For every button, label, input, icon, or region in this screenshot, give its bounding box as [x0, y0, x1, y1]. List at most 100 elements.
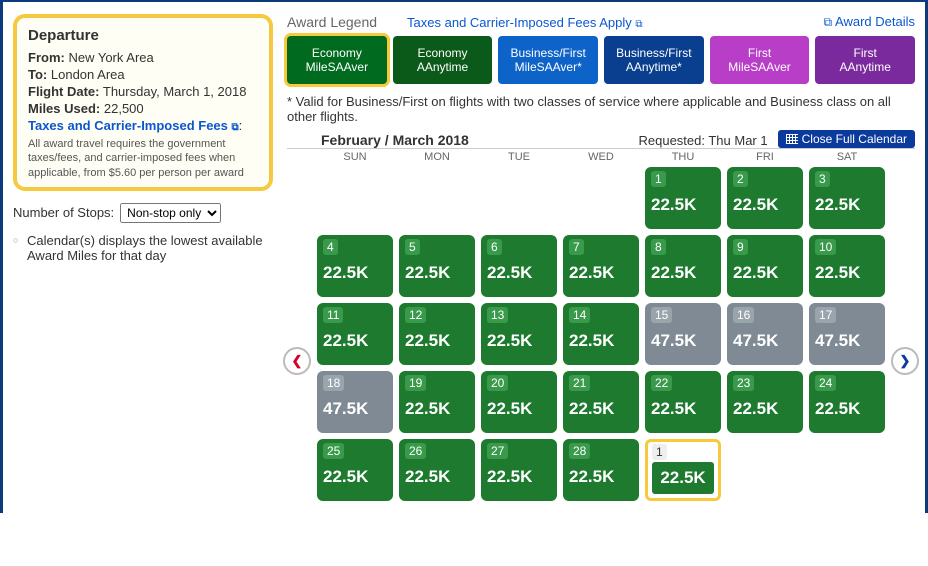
- calendar-day[interactable]: 21 22.5K: [563, 371, 639, 433]
- day-number: 19: [405, 375, 426, 391]
- day-number: 15: [651, 307, 672, 323]
- taxes-fineprint: All award travel requires the government…: [28, 137, 258, 180]
- miles-used-value: 22,500: [104, 101, 144, 116]
- legend-item-5[interactable]: FirstAAnytime: [815, 36, 915, 84]
- day-number: 22: [651, 375, 672, 391]
- close-calendar-button[interactable]: Close Full Calendar: [778, 130, 915, 148]
- calendar-day[interactable]: 25 22.5K: [317, 439, 393, 501]
- day-price: 22.5K: [405, 331, 469, 351]
- calendar-day[interactable]: 5 22.5K: [399, 235, 475, 297]
- calendar-day[interactable]: 18 47.5K: [317, 371, 393, 433]
- to-label: To:: [28, 67, 47, 82]
- day-number: 24: [815, 375, 836, 391]
- calendar-day[interactable]: 17 47.5K: [809, 303, 885, 365]
- day-price: 22.5K: [569, 263, 633, 283]
- day-price: 22.5K: [487, 399, 551, 419]
- weekday-header: SUNMONTUEWEDTHUFRISAT: [287, 151, 915, 163]
- calendar-day[interactable]: 1122.5K: [317, 303, 393, 365]
- calendar-day[interactable]: 14 22.5K: [563, 303, 639, 365]
- day-number: 14: [569, 307, 590, 323]
- day-number: 17: [815, 307, 836, 323]
- taxes-apply-link[interactable]: Taxes and Carrier-Imposed Fees Apply ⧉: [407, 15, 642, 30]
- day-price: 22.5K: [651, 399, 715, 419]
- flight-date-label: Flight Date:: [28, 84, 100, 99]
- day-number: 12: [405, 307, 426, 323]
- calendar-day[interactable]: 2 22.5K: [727, 167, 803, 229]
- calendar-day[interactable]: 2622.5K: [399, 439, 475, 501]
- day-price: 22.5K: [323, 263, 387, 283]
- calendar-day[interactable]: 2322.5K: [727, 371, 803, 433]
- calendar-day[interactable]: 15 47.5K: [645, 303, 721, 365]
- from-value: New York Area: [68, 50, 153, 65]
- legend-item-2[interactable]: Business/FirstMileSAAver*: [498, 36, 598, 84]
- day-number: 18: [323, 375, 344, 391]
- calendar-day[interactable]: 322.5K: [809, 167, 885, 229]
- day-price: 22.5K: [487, 331, 551, 351]
- external-link-icon: ⧉: [635, 19, 642, 30]
- calendar-day[interactable]: 2722.5K: [481, 439, 557, 501]
- taxes-fees-link[interactable]: Taxes and Carrier-Imposed Fees ⧉: [28, 118, 239, 133]
- next-month-button[interactable]: ❯: [891, 347, 919, 375]
- to-value: London Area: [51, 67, 125, 82]
- day-price: 22.5K: [569, 399, 633, 419]
- calendar-day[interactable]: 122.5K: [645, 167, 721, 229]
- stops-select[interactable]: Non-stop only: [120, 203, 221, 223]
- legend-item-3[interactable]: Business/FirstAAnytime*: [604, 36, 704, 84]
- legend-item-1[interactable]: EconomyAAnytime: [393, 36, 493, 84]
- day-price: 22.5K: [733, 263, 797, 283]
- calendar-day[interactable]: 1022.5K: [809, 235, 885, 297]
- day-price: 22.5K: [733, 195, 797, 215]
- day-number: 1: [651, 171, 666, 187]
- day-price: 47.5K: [733, 331, 797, 351]
- day-number: 7: [569, 239, 584, 255]
- day-number: 21: [569, 375, 590, 391]
- prev-month-button[interactable]: ❮: [283, 347, 311, 375]
- day-price: 47.5K: [651, 331, 715, 351]
- external-link-icon: ⧉: [232, 122, 239, 133]
- calendar-day[interactable]: 2022.5K: [481, 371, 557, 433]
- calendar-day[interactable]: 622.5K: [481, 235, 557, 297]
- calendar-grid-icon: [786, 134, 798, 144]
- day-price: 22.5K: [652, 462, 714, 494]
- day-price: 22.5K: [405, 263, 469, 283]
- day-number: 4: [323, 239, 338, 255]
- day-number: 6: [487, 239, 502, 255]
- day-number: 3: [815, 171, 830, 187]
- calendar-day[interactable]: 822.5K: [645, 235, 721, 297]
- day-number: 25: [323, 443, 344, 459]
- day-price: 47.5K: [815, 331, 879, 351]
- from-label: From:: [28, 50, 65, 65]
- day-number: 23: [733, 375, 754, 391]
- calendar-day[interactable]: 2822.5K: [563, 439, 639, 501]
- calendar-day[interactable]: 4 22.5K: [317, 235, 393, 297]
- calendar-day[interactable]: 22 22.5K: [645, 371, 721, 433]
- day-number: 2: [733, 171, 748, 187]
- stops-label: Number of Stops:: [13, 205, 114, 220]
- day-number: 5: [405, 239, 420, 255]
- day-price: 22.5K: [569, 331, 633, 351]
- calendar-day[interactable]: 1322.5K: [481, 303, 557, 365]
- calendar-day[interactable]: 12 22.5K: [399, 303, 475, 365]
- day-number: 1: [652, 444, 667, 460]
- day-number: 27: [487, 443, 508, 459]
- calendar-note: Calendar(s) displays the lowest availabl…: [13, 233, 273, 263]
- calendar-day[interactable]: 1 22.5K: [645, 439, 721, 501]
- day-price: 22.5K: [815, 399, 879, 419]
- calendar-title: February / March 2018: [287, 132, 469, 148]
- day-price: 22.5K: [323, 467, 387, 487]
- award-legend-title: Award Legend: [287, 14, 377, 30]
- departure-heading: Departure: [28, 27, 258, 44]
- legend-item-4[interactable]: FirstMileSAAver: [710, 36, 810, 84]
- calendar-day[interactable]: 9 22.5K: [727, 235, 803, 297]
- calendar-day[interactable]: 7 22.5K: [563, 235, 639, 297]
- award-details-link[interactable]: ⧉Award Details: [823, 14, 915, 30]
- calendar-day[interactable]: 24 22.5K: [809, 371, 885, 433]
- day-number: 9: [733, 239, 748, 255]
- day-price: 47.5K: [323, 399, 387, 419]
- calendar-day[interactable]: 1922.5K: [399, 371, 475, 433]
- legend-item-0[interactable]: EconomyMileSAAver: [287, 36, 387, 84]
- departure-panel: Departure From: New York Area To: London…: [13, 14, 273, 191]
- calendar-day[interactable]: 1647.5K: [727, 303, 803, 365]
- day-price: 22.5K: [815, 263, 879, 283]
- day-number: 11: [323, 307, 343, 323]
